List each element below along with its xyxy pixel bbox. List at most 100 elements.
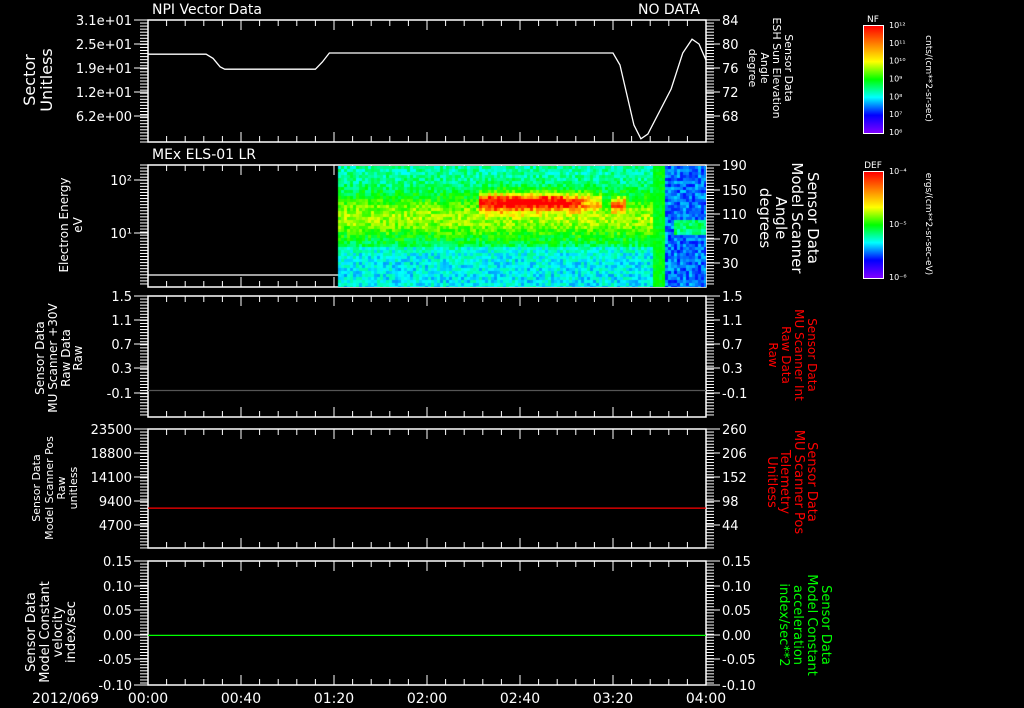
left-tick-label: 3.1e+01 [76, 14, 132, 29]
panel-frame [147, 560, 707, 686]
colorbar-tick-label: 10⁻⁶ [889, 273, 907, 282]
right-tick-label: 68 [722, 110, 739, 125]
colorbar-title: NF [867, 15, 879, 25]
left-tick-label: 10¹ [110, 227, 132, 242]
def-colorbar [863, 171, 884, 279]
colorbar-tick-label: 10¹⁰ [889, 57, 906, 66]
right-axis-label: Raw Data [779, 326, 793, 384]
right-tick-label: 72 [722, 86, 739, 101]
right-tick-label: 150 [722, 184, 747, 199]
series-line [148, 38, 707, 140]
right-tick-label: 76 [722, 62, 739, 77]
left-axis-label: Sensor Data [30, 454, 43, 521]
right-axis-label: acceleration [790, 585, 805, 665]
x-tick-label: 00:00 [128, 691, 168, 707]
panel-1: 3.1e+01 2.5e+01 1.9e+01 1.2e+01 6.2e+00 84 80 7… [20, 14, 795, 143]
right-axis-label: degree [746, 49, 759, 88]
panel-title: NPI Vector Data [152, 2, 262, 18]
left-tick-label: 6.2e+00 [76, 110, 132, 125]
left-axis-label: Sector [20, 54, 39, 106]
left-tick-label: 23500 [91, 423, 132, 438]
right-tick-label: 152 [722, 471, 747, 486]
x-tick-label: 04:00 [686, 691, 726, 707]
right-tick-label: 44 [722, 519, 739, 534]
colorbar-tick-label: 10¹¹ [889, 39, 906, 48]
colorbar-units: cnts/(cm**2-sr-sec) [923, 35, 933, 122]
right-axis-label: degrees [756, 188, 774, 249]
left-axis-label: Sensor Data [24, 592, 39, 672]
x-tick-label: 02:00 [407, 691, 447, 707]
left-tick-label: 0.05 [103, 604, 132, 619]
right-tick-label: 0.7 [722, 338, 743, 353]
right-tick-label: 260 [722, 423, 747, 438]
right-tick-label: 0.15 [722, 555, 751, 570]
right-tick-label: 80 [722, 38, 739, 53]
left-axis-label: Unitless [37, 48, 56, 112]
colorbar-tick-label: 10⁹ [889, 75, 902, 84]
colorbar-tick-label: 10⁶ [889, 128, 902, 137]
right-tick-label: 206 [722, 447, 747, 462]
panel-frame [147, 19, 707, 143]
colorbar-tick-label: 10⁻⁴ [889, 167, 907, 176]
left-axis-label: Model Scanner Pos [43, 436, 56, 540]
right-axis-label: Angle [772, 197, 790, 240]
x-tick-label: 02:40 [500, 691, 540, 707]
right-tick-label: 1.1 [722, 314, 743, 329]
left-tick-label: 2.5e+01 [76, 38, 132, 53]
panel-title: MEx ELS-01 LR [152, 147, 256, 163]
right-axis-label: Model Scanner [788, 162, 806, 274]
electron-spectrogram [149, 166, 706, 287]
left-tick-label: 0.3 [111, 362, 132, 377]
panel-frame [147, 295, 707, 418]
left-tick-label: 1.5 [111, 290, 132, 305]
right-axis-label: Sensor Data [804, 172, 822, 264]
left-tick-label: 4700 [99, 519, 132, 534]
x-tick-label: 01:20 [314, 691, 354, 707]
right-axis-label: Sensor Data [804, 442, 819, 522]
right-axis-label: Telemetry [777, 449, 792, 514]
right-axis-label: index/sec**2 [776, 583, 791, 666]
right-tick-label: 84 [722, 14, 739, 29]
right-axis-label: Angle [758, 52, 771, 84]
right-tick-label: -0.05 [722, 653, 756, 668]
panel-frame [147, 428, 707, 549]
left-tick-label: 0.7 [111, 338, 132, 353]
right-tick-label: 190 [722, 159, 747, 174]
right-tick-label: 0.3 [722, 362, 743, 377]
left-tick-label: 0.00 [103, 629, 132, 644]
right-axis-label: Raw [766, 342, 780, 367]
left-axis-label: Raw [71, 345, 85, 370]
colorbar-tick-label: 10⁷ [889, 110, 902, 119]
right-axis-label: Model Constant [804, 574, 819, 676]
colorbar-title: DEF [864, 161, 882, 171]
left-axis-label: velocity [51, 606, 66, 657]
left-axis-label: Model Constant [38, 581, 53, 683]
colorbar-units: ergs/(cm**2-sr-sec-eV) [923, 173, 933, 275]
right-axis-label: Sensor Data [805, 318, 819, 392]
panel-3: 1.5 1.1 0.7 0.3 -0.1 1.5 1.1 0.7 0.3 -0.1 Sensor D… [33, 290, 819, 418]
panel-4: 23500 18800 14100 9400 4700 260 206 152 98 44 Sens… [30, 423, 819, 549]
left-tick-label: -0.1 [107, 387, 132, 402]
panel-2: 10² 10¹ 190 150 110 70 30 Electron Energy eV Sens… [57, 159, 822, 288]
left-tick-label: -0.05 [98, 653, 132, 668]
right-axis-label: MU Scanner Int [792, 309, 806, 401]
right-tick-label: 1.5 [722, 290, 743, 305]
panel-5: 0.15 0.10 0.05 0.00 -0.05 -0.10 0.15 0.10 0.05 0.… [24, 555, 833, 694]
right-tick-label: 30 [722, 257, 739, 272]
left-tick-label: 14100 [91, 471, 132, 486]
left-tick-label: 1.1 [111, 314, 132, 329]
right-tick-label: 110 [722, 208, 747, 223]
date-label: 2012/069 [32, 691, 99, 707]
x-tick-label: 03:20 [593, 691, 633, 707]
right-tick-label: 70 [722, 233, 739, 248]
right-axis-label: Sensor Data [818, 585, 833, 665]
right-tick-label: 0.05 [722, 604, 751, 619]
left-tick-label: 18800 [91, 447, 132, 462]
left-tick-label: 10² [110, 174, 132, 189]
left-axis-label: Raw [55, 476, 68, 499]
left-axis-label: Sensor Data [33, 321, 47, 395]
no-data-status: NO DATA [638, 2, 700, 18]
colorbar-tick-label: 10⁻⁵ [889, 220, 907, 229]
left-tick-label: -0.10 [98, 679, 132, 694]
